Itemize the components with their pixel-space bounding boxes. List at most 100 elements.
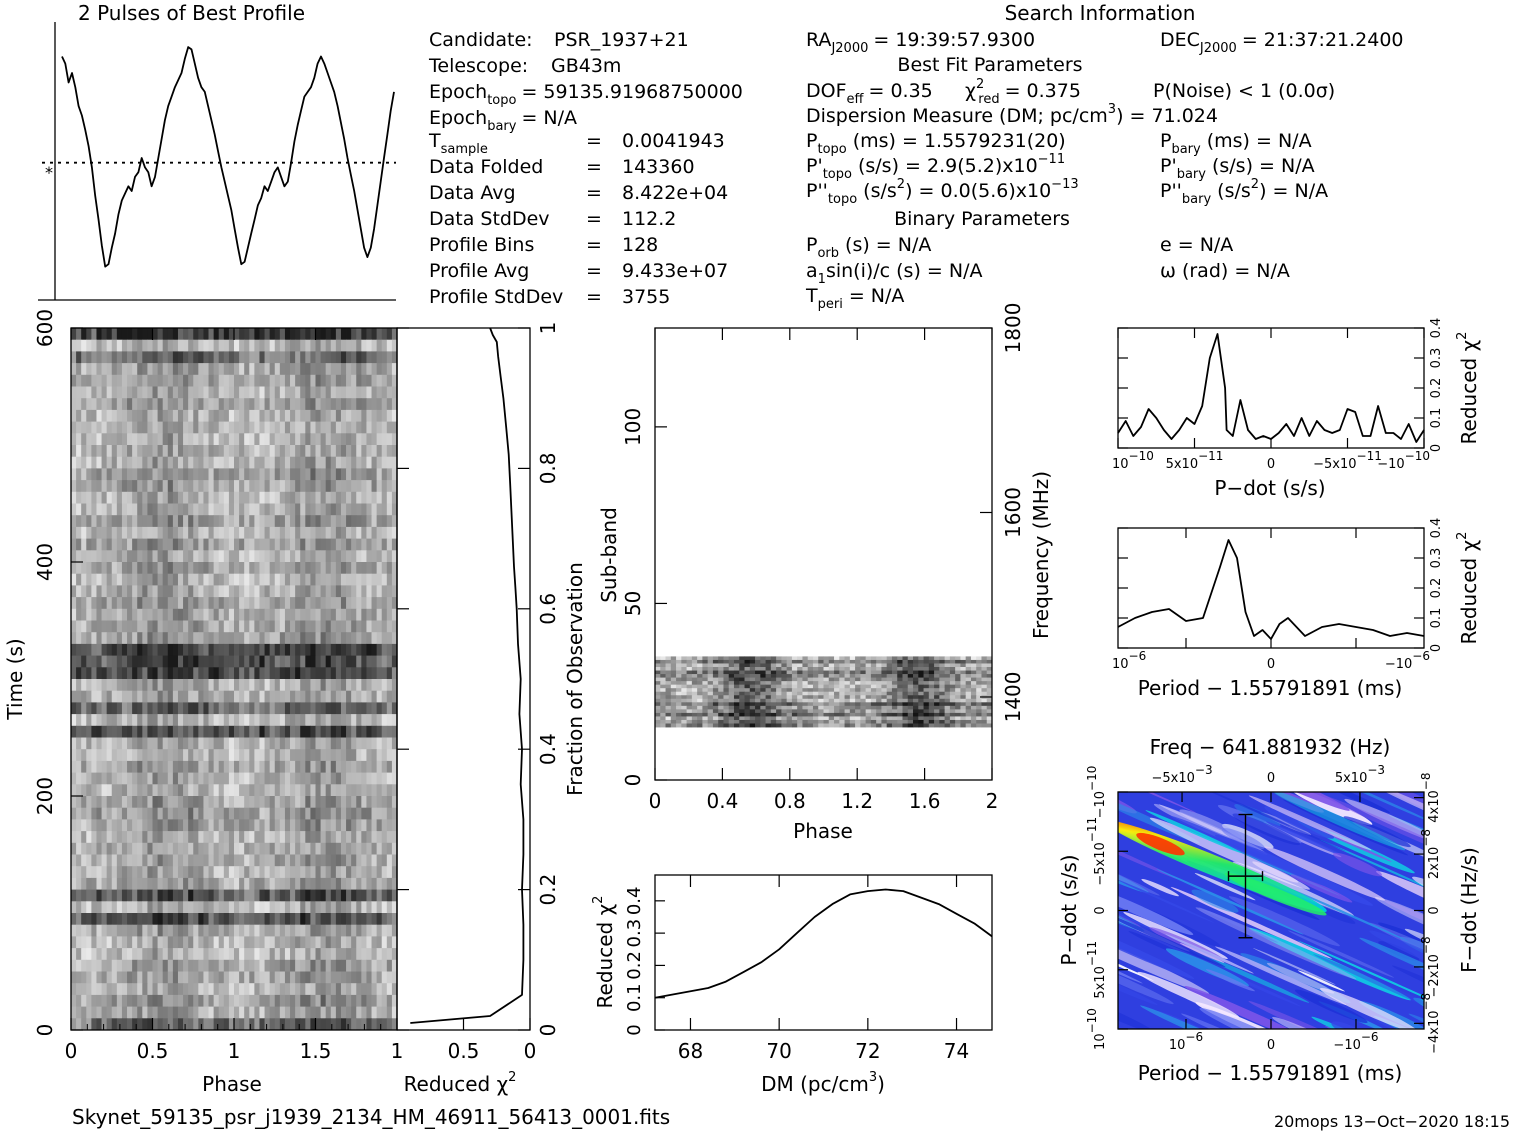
subband-cell <box>886 705 893 710</box>
time-phase-cell <box>203 620 209 633</box>
subband-cell <box>928 667 935 671</box>
time-phase-cell <box>127 608 133 621</box>
subband-cell <box>676 695 682 700</box>
time-phase-cell <box>310 328 316 341</box>
time-phase-cell <box>157 445 164 458</box>
time-chi2-curve <box>410 327 525 1024</box>
time-phase-cell <box>137 913 143 926</box>
time-phase-cell <box>300 749 306 762</box>
subband-cell <box>797 709 803 714</box>
time-phase-cell <box>86 526 92 539</box>
time-phase-cell <box>157 643 164 656</box>
time-phase-cell <box>193 409 199 422</box>
time-phase-cell <box>81 386 87 399</box>
time-phase-cell <box>254 351 260 364</box>
time-phase-cell <box>121 363 128 376</box>
time-phase-cell <box>71 784 77 797</box>
time-phase-cell <box>142 679 148 692</box>
time-phase-cell <box>371 515 378 528</box>
subband-cell <box>765 709 772 714</box>
time-phase-cell <box>284 351 291 364</box>
time-phase-cell <box>177 784 184 797</box>
subband-cell <box>860 695 867 700</box>
time-phase-cell <box>91 526 97 539</box>
time-phase-cell <box>325 690 332 703</box>
time-phase-cell <box>315 1006 321 1019</box>
subband-cell <box>844 656 851 661</box>
time-phase-cell <box>193 433 199 446</box>
subband-cell <box>776 695 782 700</box>
time-phase-cell <box>91 924 97 937</box>
time-phase-cell <box>259 901 265 914</box>
time-phase-cell <box>386 679 393 692</box>
time-phase-cell <box>346 679 352 692</box>
time-phase-cell <box>340 667 347 680</box>
time-phase-cell <box>315 749 321 762</box>
time-phase-cell <box>76 854 82 867</box>
time-phase-cell <box>111 491 118 504</box>
time-phase-cell <box>86 690 92 703</box>
time-phase-cell <box>249 760 255 773</box>
time-phase-cell <box>300 503 306 516</box>
time-phase-cell <box>152 737 158 750</box>
time-phase-cell <box>71 632 77 645</box>
subband-cell <box>976 656 982 661</box>
subband-cell <box>876 695 882 700</box>
subband-cell <box>902 691 909 696</box>
time-phase-cell <box>264 831 271 844</box>
time-phase-cell <box>391 491 398 504</box>
subband-cell <box>655 667 661 671</box>
time-phase-cell <box>101 737 108 750</box>
subband-cell <box>728 656 735 661</box>
time-phase-cell <box>274 994 281 1007</box>
time-phase-cell <box>381 714 388 727</box>
time-phase-cell <box>366 994 372 1007</box>
time-phase-cell <box>351 760 357 773</box>
time-phase-cell <box>147 363 153 376</box>
subband-cell <box>955 663 961 668</box>
time-phase-cell <box>147 679 153 692</box>
subband-cell <box>770 688 777 693</box>
time-phase-cell <box>274 690 281 703</box>
time-phase-cell <box>249 854 255 867</box>
time-phase-cell <box>325 854 332 867</box>
time-phase-cell <box>228 679 235 692</box>
time-phase-cell <box>386 877 393 890</box>
time-phase-cell <box>76 409 82 422</box>
time-phase-cell <box>305 655 311 668</box>
time-phase-cell <box>203 749 209 762</box>
time-phase-cell <box>71 889 77 902</box>
time-phase-cell <box>346 854 352 867</box>
time-phase-cell <box>86 889 92 902</box>
time-phase-cell <box>351 796 357 809</box>
time-phase-cell <box>335 667 342 680</box>
time-phase-cell <box>116 854 123 867</box>
time-phase-cell <box>81 456 87 469</box>
time-phase-cell <box>315 597 321 610</box>
subband-cell <box>965 698 972 703</box>
time-phase-cell <box>290 913 296 926</box>
time-phase-cell <box>91 796 97 809</box>
time-phase-cell <box>290 983 296 996</box>
time-phase-cell <box>228 913 235 926</box>
time-phase-cell <box>335 913 342 926</box>
time-phase-cell <box>376 936 383 949</box>
time-phase-cell <box>315 328 321 341</box>
time-phase-cell <box>305 901 311 914</box>
time-phase-cell <box>167 597 174 610</box>
time-phase-cell <box>234 573 240 586</box>
time-phase-cell <box>376 468 383 481</box>
time-phase-cell <box>295 573 301 586</box>
time-phase-cell <box>234 632 240 645</box>
time-phase-cell <box>300 491 306 504</box>
time-phase-cell <box>147 831 153 844</box>
time-phase-cell <box>71 339 77 352</box>
time-phase-cell <box>325 409 332 422</box>
time-phase-cell <box>116 901 123 914</box>
time-phase-cell <box>208 550 215 563</box>
time-phase-cell <box>295 526 301 539</box>
subband-cell <box>670 670 677 675</box>
time-phase-cell <box>391 948 398 961</box>
subband-cell <box>865 684 872 689</box>
time-chi2-xtick-label: 1 <box>391 1039 404 1063</box>
